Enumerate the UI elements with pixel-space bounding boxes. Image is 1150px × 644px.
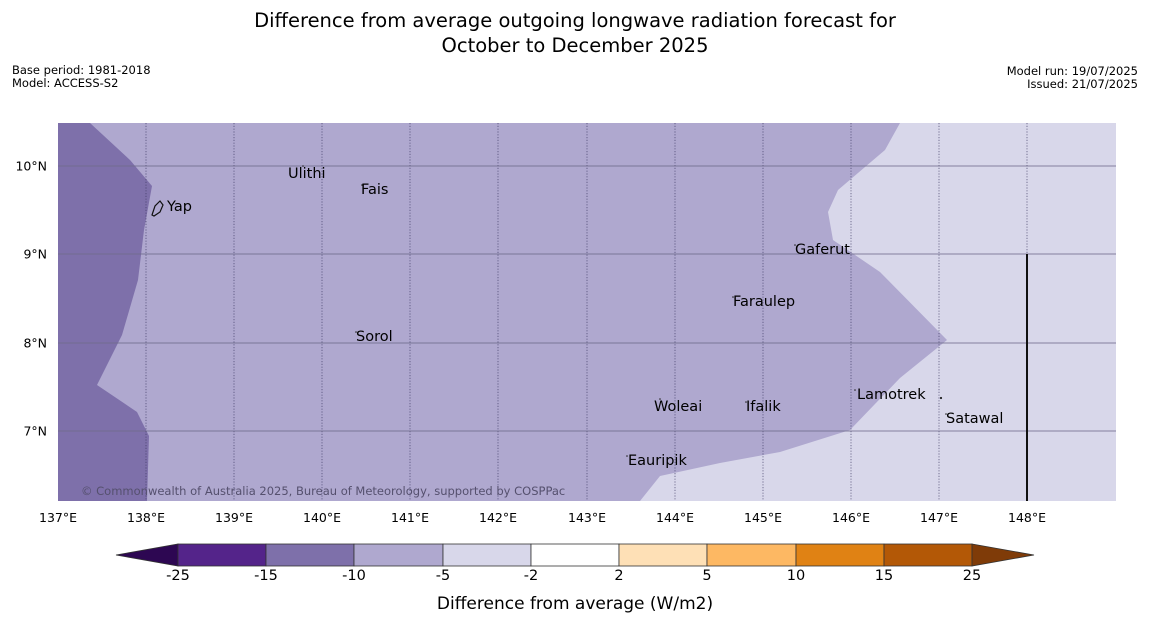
- title-line-2: October to December 2025: [441, 34, 709, 57]
- colorbar-tick: 15: [874, 568, 894, 584]
- colorbar-tick: -25: [166, 568, 190, 584]
- lon-label: 148°E: [1007, 510, 1047, 525]
- region-minus15-minus10: [58, 123, 152, 501]
- lon-label: 141°E: [390, 510, 430, 525]
- place-label-lamotrek: Lamotrek: [857, 387, 926, 403]
- place-label-woleai: Woleai: [654, 399, 703, 415]
- title-line-1: Difference from average outgoing longwav…: [254, 9, 896, 32]
- meta-right: Model run: 19/07/2025 Issued: 21/07/2025: [1007, 65, 1138, 91]
- colorbar-tick: 10: [786, 568, 806, 584]
- lon-label: 139°E: [214, 510, 254, 525]
- lat-label: 8°N: [23, 335, 47, 351]
- model-text: Model: ACCESS-S2: [12, 76, 119, 90]
- colorbar-tick: -2: [523, 568, 539, 584]
- yap-island-shape: [151, 200, 164, 217]
- base-period-text: Base period: 1981-2018: [12, 63, 151, 77]
- model-run-text: Model run: 19/07/2025: [1006, 64, 1138, 78]
- place-label-yap: Yap: [167, 199, 192, 215]
- meta-left: Base period: 1981-2018 Model: ACCESS-S2: [12, 64, 151, 90]
- copyright-text: © Commonwealth of Australia 2025, Bureau…: [81, 484, 566, 498]
- colorbar-tick: 25: [962, 568, 982, 584]
- lon-label: 145°E: [743, 510, 783, 525]
- lon-label: 147°E: [919, 510, 959, 525]
- colorbar-tick: -5: [435, 568, 451, 584]
- colorbar: [115, 543, 1035, 567]
- map-title: Difference from average outgoing longwav…: [0, 8, 1150, 58]
- lon-label: 140°E: [302, 510, 342, 525]
- place-label-eauripik: Eauripik: [628, 453, 687, 469]
- place-label-ulithi: Ulithi: [288, 166, 326, 182]
- lon-label: 138°E: [126, 510, 166, 525]
- region-minus10-minus5: [58, 123, 947, 501]
- lat-label: 9°N: [23, 246, 47, 262]
- place-label-satawal: Satawal: [946, 411, 1004, 427]
- place-label-gaferut: Gaferut: [795, 242, 850, 258]
- colorbar-tick: -15: [254, 568, 278, 584]
- lat-label: 7°N: [23, 423, 47, 439]
- lon-label: 143°E: [567, 510, 607, 525]
- lon-label: 142°E: [478, 510, 518, 525]
- colorbar-max-arrow: [971, 543, 1035, 567]
- place-label-ifalik: Ifalik: [746, 399, 781, 415]
- colorbar-tick: 2: [614, 568, 624, 584]
- island-markers: [302, 165, 947, 457]
- colorbar-label: Difference from average (W/m2): [436, 594, 714, 614]
- latitude-gridlines: [58, 165, 1116, 432]
- lon-label: 146°E: [831, 510, 871, 525]
- place-label-faraulep: Faraulep: [733, 294, 796, 310]
- lon-label: 137°E: [38, 510, 78, 525]
- place-label-fais: Fais: [361, 182, 389, 198]
- colorbar-tick: -10: [342, 568, 366, 584]
- lon-label: 144°E: [655, 510, 695, 525]
- issued-text: Issued: 21/07/2025: [1027, 77, 1138, 91]
- colorbar-tick: 5: [702, 568, 712, 584]
- place-label-sorol: Sorol: [356, 329, 393, 345]
- colorbar-min-arrow: [115, 543, 179, 567]
- lat-label: 10°N: [15, 158, 47, 174]
